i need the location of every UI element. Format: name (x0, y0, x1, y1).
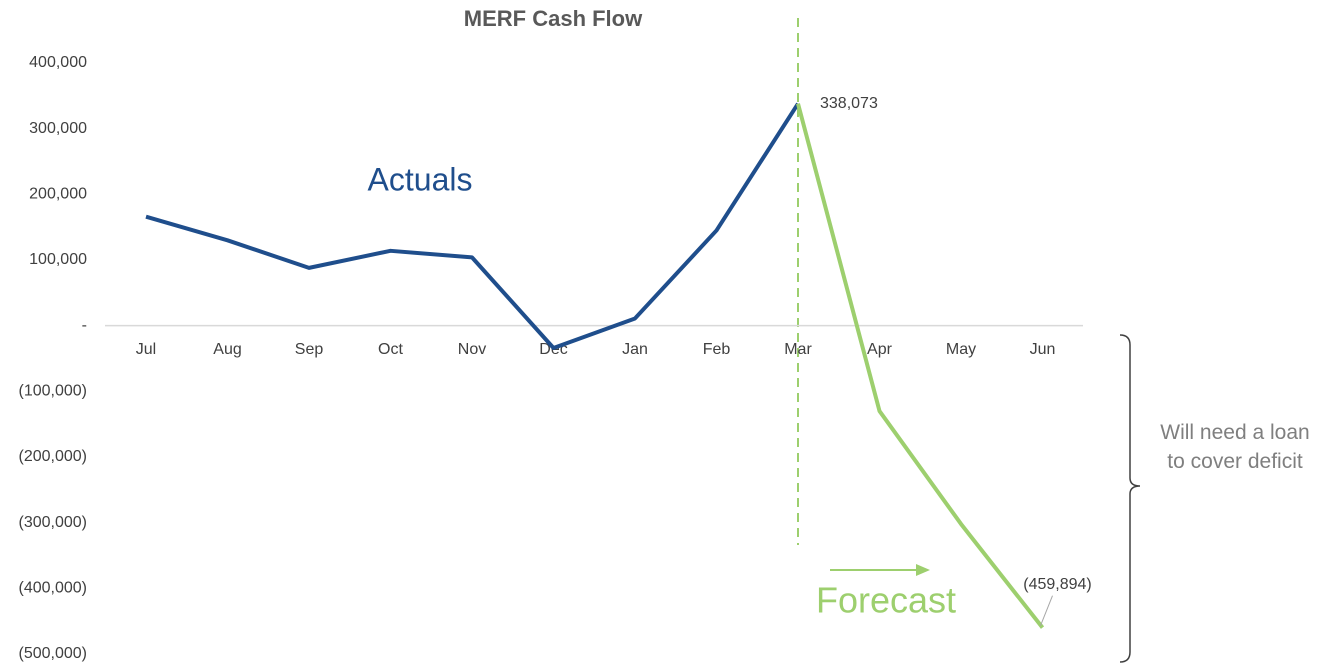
x-tick-label: Aug (213, 341, 241, 358)
annotation: Will need a loan to cover deficit (1160, 421, 1310, 473)
arrow-head (916, 564, 930, 576)
series-label: Forecast (816, 580, 956, 621)
series-line (145, 102, 800, 350)
data-label: (459,894) (1023, 576, 1092, 593)
y-tick-label: (400,000) (19, 580, 88, 597)
x-tick-label: Feb (703, 341, 731, 358)
leader (1040, 595, 1053, 626)
x-tick-label: Nov (458, 341, 486, 358)
series-label: Actuals (368, 161, 473, 197)
x-tick-label: Oct (378, 341, 403, 358)
x-tick-label: Apr (867, 341, 893, 358)
y-tick-label: (300,000) (19, 514, 88, 531)
y-tick-label: - (82, 317, 87, 334)
bracket (1119, 334, 1141, 663)
y-tick-label: 100,000 (29, 251, 87, 268)
y-tick-label: 200,000 (29, 186, 87, 203)
x-tick-label: Jun (1030, 341, 1056, 358)
y-tick-label: (500,000) (19, 645, 88, 662)
series-line (796, 103, 1045, 629)
chart-title: MERF Cash Flow (464, 6, 643, 31)
y-tick-label: (100,000) (19, 383, 88, 400)
data-label: 338,073 (820, 95, 878, 112)
x-tick-label: May (946, 341, 976, 358)
x-tick-label: Sep (295, 341, 324, 358)
x-tick-label: Mar (784, 341, 812, 358)
y-tick-label: (200,000) (19, 448, 88, 465)
x-tick-label: Jan (622, 341, 648, 358)
y-tick-label: 300,000 (29, 120, 87, 137)
x-tick-label: Jul (136, 341, 156, 358)
y-tick-label: 400,000 (29, 54, 87, 71)
